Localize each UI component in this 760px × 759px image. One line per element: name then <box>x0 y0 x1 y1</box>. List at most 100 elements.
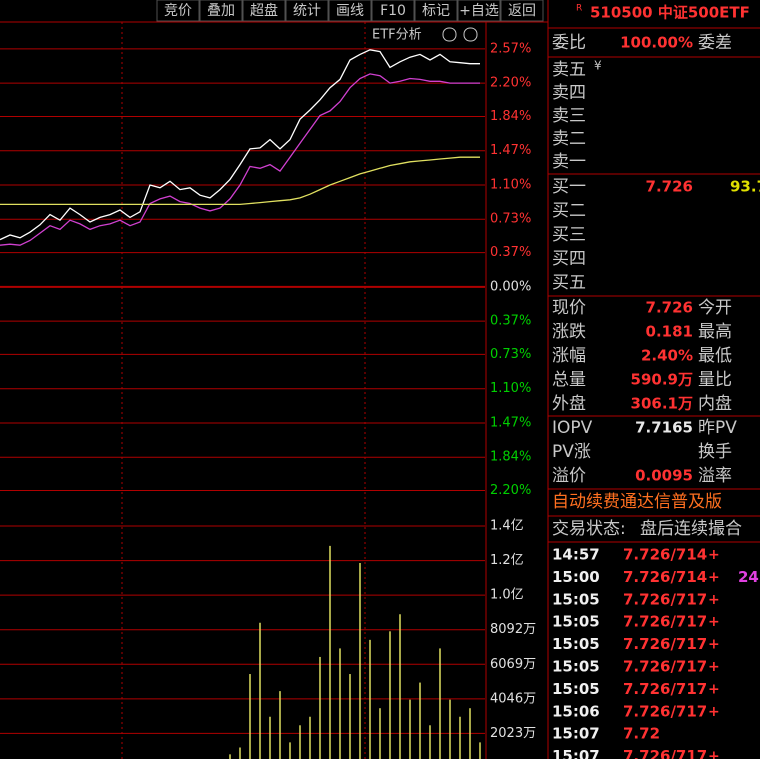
row-label: 最低 <box>698 346 732 366</box>
row-value: 2.40% <box>641 347 693 365</box>
y-tick-label: 2.20% <box>490 76 531 91</box>
promo-banner[interactable]: 自动续费通达信普及版 <box>552 492 722 512</box>
toolbar-button[interactable]: 返回 <box>508 3 536 19</box>
price-line <box>0 156 480 206</box>
volume-tick-label: 2023万 <box>490 726 536 741</box>
bid-label: 买四 <box>552 249 586 269</box>
toolbar-button[interactable]: +自选 <box>459 3 499 19</box>
toolbar-button[interactable]: 统计 <box>293 3 321 19</box>
row-value: 0.0095 <box>635 467 693 485</box>
toolbar-button-frame[interactable] <box>500 0 544 22</box>
row-value: 590.9万 <box>631 371 693 389</box>
trade-flag: + <box>708 704 720 720</box>
chart-icon[interactable] <box>442 27 457 42</box>
y-tick-label: 0.00% <box>490 279 531 294</box>
y-tick-label: 0.37% <box>490 314 531 329</box>
bid-label: 买一 <box>552 177 586 197</box>
toolbar-button-frame[interactable] <box>328 0 372 22</box>
bid-volume: 93.7 <box>730 178 760 196</box>
trade-flag: + <box>708 614 720 630</box>
row-value: 7.7165 <box>635 419 693 437</box>
bid-price: 7.726 <box>646 178 693 196</box>
trade-time: 15:05 <box>552 658 600 676</box>
row-value: 100.00% <box>620 34 693 52</box>
trade-time: 15:00 <box>552 568 600 586</box>
row-value: 306.1万 <box>631 395 693 413</box>
row-label: 内盘 <box>698 394 732 414</box>
volume-tick-label: 4046万 <box>490 691 536 706</box>
volume-tick-label: 1.4亿 <box>490 519 524 534</box>
toolbar-button[interactable]: 画线 <box>336 3 364 19</box>
row-label: 总量 <box>552 370 586 390</box>
trade-flag: + <box>708 592 720 608</box>
trade-flag: + <box>708 547 720 563</box>
trade-price: 7.726/717 <box>623 635 707 653</box>
volume-tick-label: 1.0亿 <box>490 588 524 603</box>
trade-price: 7.726/717 <box>623 613 707 631</box>
toolbar-button-frame[interactable] <box>371 0 415 22</box>
trade-flag: + <box>708 681 720 697</box>
y-tick-label: 1.47% <box>490 143 531 158</box>
row-label: 今开 <box>698 298 732 318</box>
toolbar-button-frame[interactable] <box>414 0 458 22</box>
y-tick-label: 2.20% <box>490 483 531 498</box>
ask-label: 卖一 <box>552 152 586 172</box>
trade-time: 15:05 <box>552 680 600 698</box>
security-title: 510500 中证500ETF <box>590 4 750 22</box>
badge: R <box>576 4 582 14</box>
ask-note: ¥ <box>594 59 602 73</box>
bid-label: 买二 <box>552 201 586 221</box>
volume-tick-label: 1.2亿 <box>490 553 524 568</box>
toolbar-button-frame[interactable] <box>242 0 286 22</box>
toolbar-button[interactable]: 竞价 <box>164 2 192 19</box>
trade-price: 7.726/717 <box>623 680 707 698</box>
ask-label: 卖四 <box>552 83 586 103</box>
trade-price: 7.72 <box>623 725 660 743</box>
trade-price: 7.726/717 <box>623 658 707 676</box>
status-value: 盘后连续撮合 <box>640 519 742 539</box>
row-value: 7.726 <box>646 299 693 317</box>
y-tick-label: 1.10% <box>490 177 531 192</box>
row-label: PV涨 <box>552 442 591 462</box>
toolbar-button[interactable]: F10 <box>380 3 406 19</box>
chart-label: ETF分析 <box>372 28 422 43</box>
volume-tick-label: 8092万 <box>490 622 536 637</box>
price-line <box>0 73 480 246</box>
row-label: 溢率 <box>698 466 732 486</box>
toolbar-button[interactable]: 标记 <box>422 3 450 19</box>
y-tick-label: 1.84% <box>490 450 531 465</box>
trade-time: 15:05 <box>552 590 600 608</box>
chart-icon[interactable] <box>463 27 478 42</box>
toolbar-button-frame[interactable] <box>285 0 329 22</box>
row-label: 外盘 <box>552 394 586 414</box>
trade-flag: + <box>708 637 720 653</box>
row-label: 溢价 <box>552 466 586 486</box>
row-label: 涨跌 <box>552 322 586 342</box>
ask-label: 卖五 <box>552 60 586 80</box>
trade-flag: + <box>708 749 720 759</box>
bid-label: 买三 <box>552 225 586 245</box>
row-label: 现价 <box>552 298 586 318</box>
row-label: 最高 <box>698 322 732 342</box>
toolbar-button[interactable]: 叠加 <box>207 3 235 19</box>
toolbar-button-frame[interactable] <box>457 0 501 22</box>
row-label: 委差 <box>698 33 732 53</box>
ask-label: 卖三 <box>552 106 586 126</box>
toolbar-button-frame[interactable] <box>156 0 200 22</box>
toolbar-button-frame[interactable] <box>199 0 243 22</box>
row-label: IOPV <box>552 418 593 438</box>
y-tick-label: 1.10% <box>490 381 531 396</box>
trade-price: 7.726/717 <box>623 590 707 608</box>
trade-time: 14:57 <box>552 546 600 564</box>
toolbar-button[interactable]: 超盘 <box>250 2 278 19</box>
trade-time: 15:07 <box>552 725 600 743</box>
y-tick-label: 2.57% <box>490 41 531 56</box>
trade-flag: + <box>708 569 720 585</box>
status-label: 交易状态: <box>552 519 626 539</box>
row-label: 委比 <box>552 33 586 53</box>
row-label: 量比 <box>698 370 732 390</box>
trade-price: 7.726/714 <box>623 546 707 564</box>
